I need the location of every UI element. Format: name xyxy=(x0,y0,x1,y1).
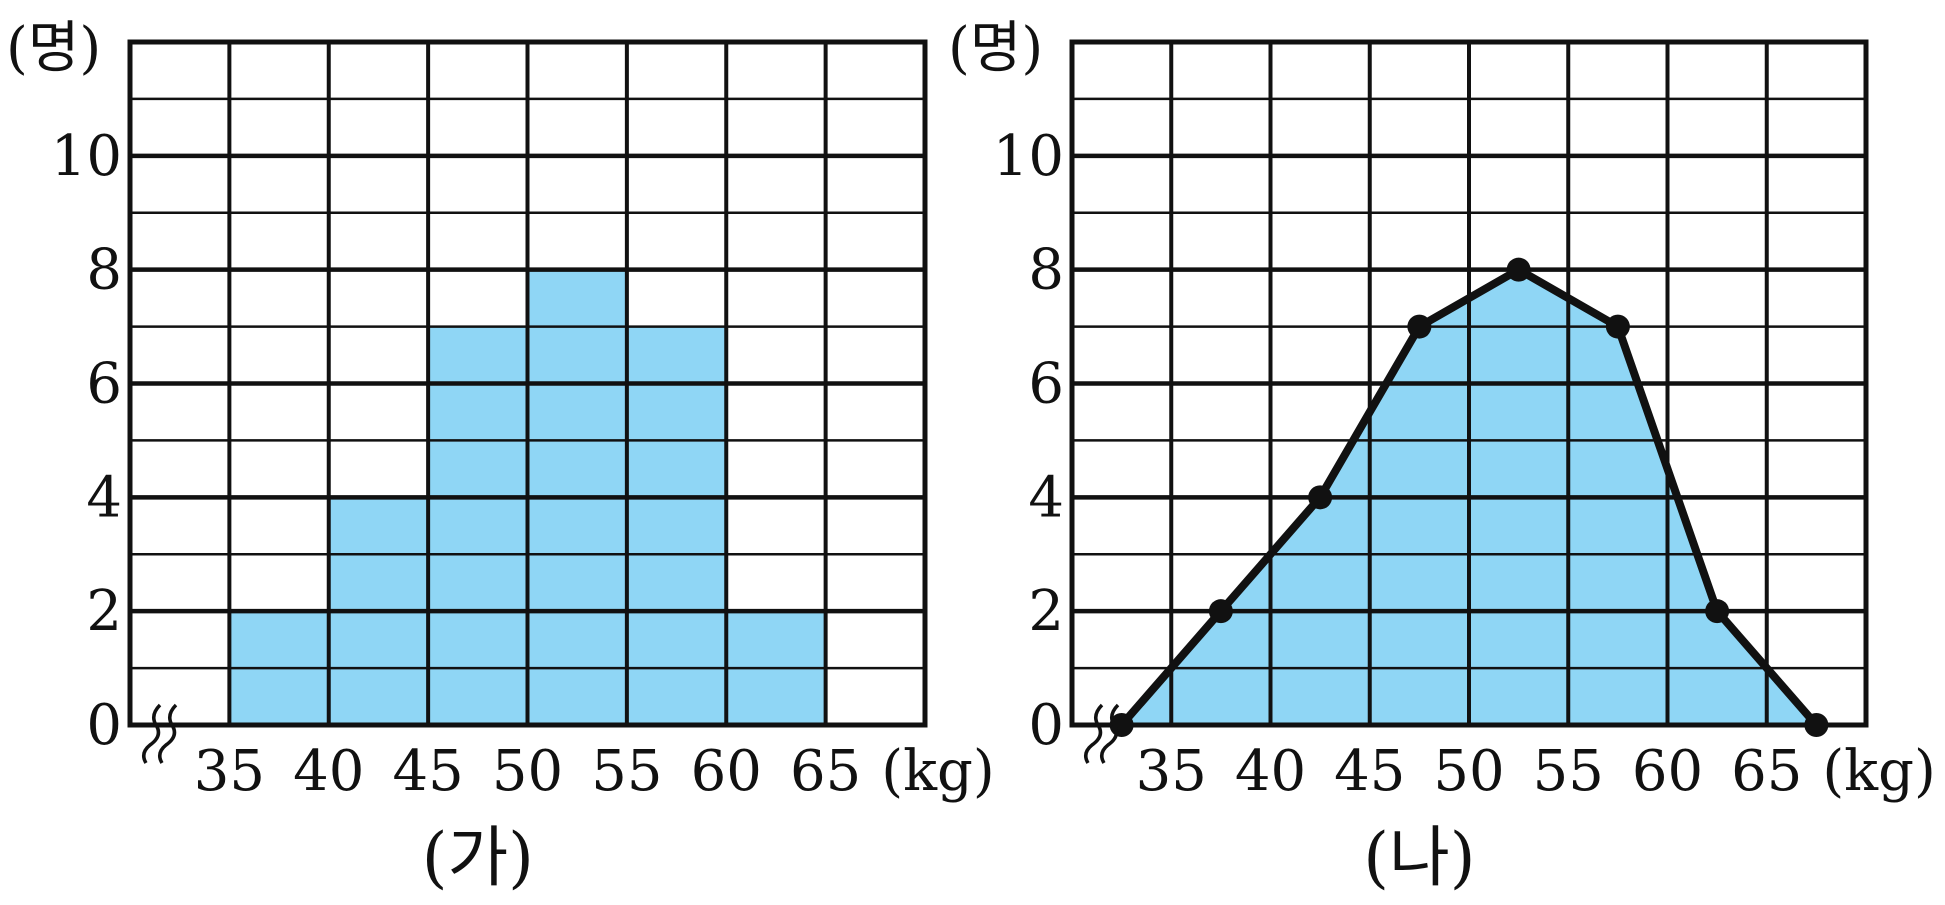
polygon-series xyxy=(1109,257,1829,737)
polygon-series-line xyxy=(1118,265,1820,728)
polygon-point-67.5 xyxy=(1804,713,1829,737)
histogram-y-unit-label: (명) xyxy=(6,16,101,81)
histogram-bar-45-50 xyxy=(428,326,528,725)
polygon-point-47.5 xyxy=(1407,314,1432,339)
polygon-break-mark xyxy=(1084,703,1104,764)
histogram-y-tick-label: 8 xyxy=(86,238,122,303)
histogram-bar-55-60 xyxy=(626,326,727,725)
polygon-y-tick-labels: 0 2 4 6 8 10 xyxy=(993,124,1064,758)
polygon-y-tick-label: 4 xyxy=(1028,465,1064,530)
histogram-x-tick-label: 45 xyxy=(392,739,463,804)
histogram-x-unit-label: (kg) xyxy=(881,739,994,804)
frequency-polygon-panel: 0 2 4 6 8 10 35 40 45 50 55 60 65 (명) (kg) (나) xyxy=(948,16,1936,896)
polygon-x-tick-label: 65 xyxy=(1731,739,1802,804)
polygon-break-mark xyxy=(1100,703,1120,764)
histogram-x-tick-label: 50 xyxy=(492,739,563,804)
polygon-point-42.5 xyxy=(1308,485,1333,510)
histogram-y-tick-label: 6 xyxy=(86,352,122,417)
histogram-frame xyxy=(127,39,928,728)
histogram-x-tick-label: 55 xyxy=(591,739,662,804)
polygon-y-tick-label: 8 xyxy=(1028,238,1064,303)
polygon-frame xyxy=(1069,39,1869,728)
histogram-x-tick-label: 40 xyxy=(293,739,364,804)
histogram-break-mark xyxy=(158,703,178,764)
polygon-point-57.5 xyxy=(1605,314,1630,339)
histogram-y-tick-labels: 0 2 4 6 8 10 xyxy=(51,124,122,758)
polygon-x-tick-label: 40 xyxy=(1235,739,1306,804)
histogram-y-tick-label: 10 xyxy=(51,124,122,189)
polygon-x-tick-labels: 35 40 45 50 55 60 65 xyxy=(1136,739,1803,804)
histogram-grid xyxy=(130,42,925,725)
polygon-x-tick-label: 55 xyxy=(1533,739,1604,804)
polygon-grid xyxy=(1072,42,1866,725)
polygon-y-tick-label: 10 xyxy=(993,124,1064,189)
polygon-y-tick-label: 2 xyxy=(1028,579,1064,644)
histogram-y-tick-label: 0 xyxy=(86,693,122,758)
histogram-y-tick-label: 2 xyxy=(86,579,122,644)
polygon-point-62.5 xyxy=(1705,599,1730,624)
polygon-x-tick-label: 50 xyxy=(1433,739,1504,804)
histogram-panel: 0 2 4 6 8 10 35 40 45 50 55 60 65 (명) (kg) (가) xyxy=(6,16,995,896)
polygon-x-tick-label: 45 xyxy=(1334,739,1405,804)
polygon-y-tick-label: 6 xyxy=(1028,352,1064,417)
polygon-caption: (나) xyxy=(1363,819,1475,896)
polygon-point-37.5 xyxy=(1208,599,1233,624)
histogram-break-mark xyxy=(142,703,162,764)
histogram-x-tick-label: 35 xyxy=(194,739,265,804)
polygon-point-52.5 xyxy=(1506,257,1531,282)
polygon-y-tick-label: 0 xyxy=(1028,693,1064,758)
histogram-caption: (가) xyxy=(422,819,534,896)
polygon-x-tick-label: 60 xyxy=(1632,739,1703,804)
histogram-y-tick-label: 4 xyxy=(86,465,122,530)
polygon-x-tick-label: 35 xyxy=(1136,739,1207,804)
histogram-x-tick-label: 60 xyxy=(691,739,762,804)
polygon-axis-break xyxy=(1084,703,1120,764)
histogram-x-tick-label: 65 xyxy=(790,739,861,804)
polygon-y-unit-label: (명) xyxy=(948,16,1043,81)
polygon-x-unit-label: (kg) xyxy=(1822,739,1935,804)
histogram-x-tick-labels: 35 40 45 50 55 60 65 xyxy=(194,739,862,804)
histogram-axis-break xyxy=(142,703,178,764)
